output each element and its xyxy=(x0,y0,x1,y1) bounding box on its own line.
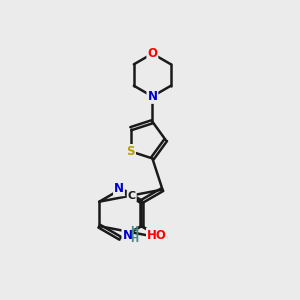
Text: N: N xyxy=(122,229,132,242)
Text: N: N xyxy=(147,90,158,103)
Text: H: H xyxy=(130,226,138,236)
Text: C: C xyxy=(128,191,136,201)
Text: O: O xyxy=(147,47,158,60)
Text: S: S xyxy=(127,145,135,158)
Text: O: O xyxy=(158,232,167,245)
Text: H: H xyxy=(130,234,138,244)
Text: HO: HO xyxy=(147,229,167,242)
Text: N: N xyxy=(114,182,124,195)
